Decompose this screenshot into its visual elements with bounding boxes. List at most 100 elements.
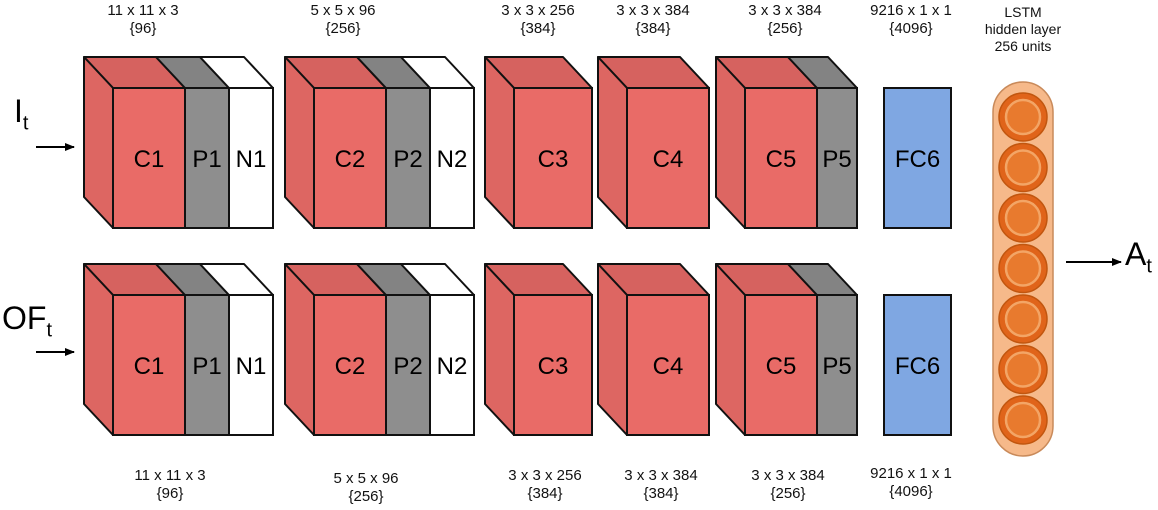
layer-c4-slab: C4: [597, 56, 710, 229]
stream1-block-5: C5 P5: [715, 56, 858, 229]
slab-side-face: [484, 56, 515, 229]
lstm-unit-inner: [1004, 199, 1042, 237]
slab-front-face: [513, 294, 593, 436]
slab-front-face: [313, 87, 387, 229]
bottom-dim-fc6: 9216 x 1 x 1 {4096}: [870, 465, 952, 500]
layer-label-p1: P1: [192, 353, 221, 380]
slab-side-face: [597, 263, 628, 436]
stream1-block-1: C1 P1 N1: [83, 56, 274, 229]
stream2-block-2: C2 P2 N2: [284, 263, 475, 436]
slab-front-face: [816, 87, 858, 229]
slab-front-face: [429, 87, 475, 229]
layer-c5-slab: C5: [715, 56, 818, 229]
slab-front-face: [429, 294, 475, 436]
slab-front-face: [513, 87, 593, 229]
layer-label-p2: P2: [393, 146, 422, 173]
layer-label-c1: C1: [134, 353, 165, 380]
layer-label-n2: N2: [437, 353, 468, 380]
layer-label-p5: P5: [822, 353, 851, 380]
stream2-block-4: C4: [597, 263, 710, 436]
stream2-block-5: C5 P5: [715, 263, 858, 436]
layer-fc6-slab: FC6: [883, 87, 952, 229]
layer-fc6-slab: FC6: [883, 294, 952, 436]
layer-c2-slab: C2: [284, 56, 387, 229]
bottom-dim-conv4: 3 x 3 x 384 {384}: [624, 467, 698, 502]
slab-front-face: [883, 87, 952, 229]
slab-side-face: [284, 263, 315, 436]
layer-c3-slab: C3: [484, 56, 593, 229]
arrows: [36, 143, 1122, 356]
layer-label-c4: C4: [653, 146, 684, 173]
stream1-block-3: C3: [484, 56, 593, 229]
layer-label-fc6: FC6: [895, 146, 940, 173]
layer-label-c3: C3: [538, 353, 569, 380]
layer-label-p1: P1: [192, 146, 221, 173]
layer-c1-slab: C1: [83, 56, 186, 229]
lstm-unit: [998, 294, 1048, 344]
top-dim-conv4: 3 x 3 x 384 {384}: [616, 2, 690, 37]
slab-front-face: [228, 294, 274, 436]
layer-p1-slab: P1: [155, 263, 230, 436]
top-dim-conv2: 5 x 5 x 96 {256}: [310, 2, 376, 37]
lstm-unit-inner: [1004, 98, 1042, 136]
slab-front-face: [313, 294, 387, 436]
layer-p2-slab: P2: [356, 56, 431, 229]
slab-side-face: [715, 263, 746, 436]
layer-label-c5: C5: [766, 353, 797, 380]
layer-label-c3: C3: [538, 146, 569, 173]
layer-p5-slab: P5: [787, 263, 858, 436]
bottom-dim-conv5: 3 x 3 x 384 {256}: [751, 467, 825, 502]
lstm-unit: [998, 243, 1048, 294]
slab-front-face: [112, 294, 186, 436]
lstm-unit: [998, 142, 1048, 193]
input-label-rgb: It: [14, 93, 29, 135]
layer-c2-slab: C2: [284, 263, 387, 436]
slab-front-face: [883, 294, 952, 436]
slab-front-face: [385, 294, 431, 436]
layer-p5-slab: P5: [787, 56, 858, 229]
slab-front-face: [816, 294, 858, 436]
layer-label-n1: N1: [236, 353, 267, 380]
layer-blocks: C1 P1 N1 C2 P2 N2 C3 C4 C5 P5 FC6 C1 P1 N1 C2 P2 N2 C3 C4 C…: [83, 56, 952, 436]
layer-n1-slab: N1: [199, 56, 274, 229]
layer-c3-slab: C3: [484, 263, 593, 436]
lstm-unit: [998, 344, 1048, 395]
slab-side-face: [715, 56, 746, 229]
input-label-flow: OFt: [2, 300, 52, 342]
lstm-unit: [998, 92, 1048, 142]
bottom-dim-conv2: 5 x 5 x 96 {256}: [333, 470, 399, 505]
layer-label-c1: C1: [134, 146, 165, 173]
slab-front-face: [744, 294, 818, 436]
slab-front-face: [744, 87, 818, 229]
lstm-title: LSTM hidden layer 256 units: [984, 4, 1062, 54]
layer-label-p2: P2: [393, 353, 422, 380]
stream2-block-1: C1 P1 N1: [83, 263, 274, 436]
lstm-unit-inner: [1004, 300, 1042, 338]
bottom-dim-conv1: 11 x 11 x 3 {96}: [134, 467, 206, 502]
layer-label-c2: C2: [335, 353, 366, 380]
layer-n1-slab: N1: [199, 263, 274, 436]
slab-side-face: [83, 263, 114, 436]
slab-front-face: [184, 294, 230, 436]
layer-label-n1: N1: [236, 146, 267, 173]
slab-front-face: [626, 294, 710, 436]
layer-c4-slab: C4: [597, 263, 710, 436]
lstm-unit: [998, 395, 1048, 445]
lstm-unit: [998, 193, 1048, 243]
layer-c5-slab: C5: [715, 263, 818, 436]
layer-label-n2: N2: [437, 146, 468, 173]
lstm-column: [992, 81, 1054, 457]
layer-label-c2: C2: [335, 146, 366, 173]
stream2-block-6: FC6: [883, 294, 952, 436]
layer-label-fc6: FC6: [895, 353, 940, 380]
lstm-unit-inner: [1004, 351, 1042, 388]
slab-front-face: [385, 87, 431, 229]
top-dim-conv5: 3 x 3 x 384 {256}: [748, 2, 822, 37]
top-dim-conv3: 3 x 3 x 256 {384}: [501, 2, 575, 37]
stream1-block-6: FC6: [883, 87, 952, 229]
layer-label-c5: C5: [766, 146, 797, 173]
top-dim-conv1: 11 x 11 x 3 {96}: [107, 2, 179, 37]
layer-n2-slab: N2: [400, 263, 475, 436]
output-label: At: [1125, 236, 1152, 278]
